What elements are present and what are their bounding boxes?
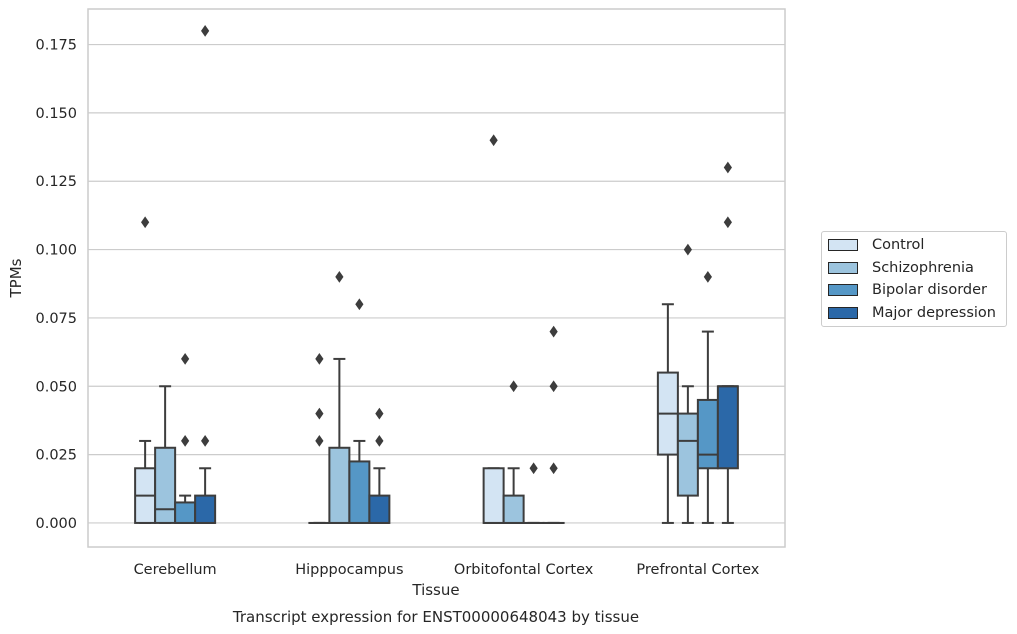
legend-item-schizophrenia: Schizophrenia bbox=[828, 258, 974, 278]
legend-label: Major depression bbox=[872, 305, 996, 321]
box-body bbox=[194, 494, 217, 524]
x-tick-label: Prefrontal Cortex bbox=[636, 562, 759, 578]
outlier-point bbox=[549, 380, 558, 393]
legend-item-major-depression: Major depression bbox=[828, 303, 996, 323]
y-tick-label: 0.175 bbox=[35, 38, 77, 54]
legend: Control Schizophrenia Bipolar disorder M… bbox=[821, 231, 1007, 327]
outlier-point bbox=[509, 380, 518, 393]
box-2-3 bbox=[696, 271, 719, 524]
outlier-point bbox=[549, 325, 558, 338]
box-3-1 bbox=[368, 407, 391, 524]
legend-swatch bbox=[828, 239, 858, 251]
legend-item-control: Control bbox=[828, 235, 924, 255]
y-tick-labels: 0.000 0.025 0.050 0.075 0.100 0.125 0.150 0.175 bbox=[35, 38, 77, 532]
legend-label: Control bbox=[872, 237, 925, 253]
box-1-1 bbox=[328, 271, 351, 524]
boxes bbox=[134, 24, 739, 524]
outlier-point bbox=[201, 24, 210, 37]
y-tick-label: 0.125 bbox=[35, 174, 77, 190]
y-axis-label: TPMs bbox=[7, 258, 25, 298]
legend-swatch bbox=[828, 262, 858, 274]
box-body bbox=[696, 398, 719, 470]
outlier-point bbox=[355, 298, 364, 311]
box-3-3 bbox=[716, 161, 739, 524]
outlier-point bbox=[335, 271, 344, 283]
y-tick-label: 0.150 bbox=[35, 106, 77, 122]
x-tick-label: Hipppocampus bbox=[295, 562, 403, 578]
box-body bbox=[716, 385, 739, 470]
y-tick-label: 0.075 bbox=[35, 311, 77, 327]
outlier-point bbox=[723, 161, 732, 174]
outlier-point bbox=[529, 462, 538, 475]
legend-swatch bbox=[828, 307, 858, 319]
box-3-0 bbox=[194, 24, 217, 524]
outlier-point bbox=[375, 435, 384, 447]
outlier-point bbox=[181, 353, 190, 365]
box-body bbox=[676, 412, 699, 497]
legend-swatch bbox=[828, 284, 858, 296]
box-body bbox=[368, 494, 391, 524]
y-tick-label: 0.025 bbox=[35, 448, 77, 464]
x-axis-label: Tissue bbox=[411, 581, 459, 599]
outlier-point bbox=[315, 435, 324, 447]
outlier-point bbox=[703, 271, 712, 283]
box-body bbox=[328, 446, 351, 524]
outlier-point bbox=[181, 435, 190, 447]
box-0-1 bbox=[308, 353, 331, 524]
box-3-2 bbox=[542, 325, 565, 524]
outlier-point bbox=[489, 134, 498, 147]
legend-label: Bipolar disorder bbox=[872, 282, 987, 298]
y-tick-label: 0.050 bbox=[35, 379, 77, 395]
box-body bbox=[482, 467, 505, 524]
outlier-point bbox=[549, 462, 558, 475]
outlier-point bbox=[723, 216, 732, 229]
box-2-1 bbox=[348, 298, 371, 524]
outlier-point bbox=[141, 216, 150, 229]
x-tick-label: Cerebellum bbox=[134, 562, 217, 578]
box-1-0 bbox=[154, 385, 177, 524]
box-body bbox=[154, 446, 177, 524]
box-body bbox=[174, 501, 197, 524]
box-1-2 bbox=[502, 380, 525, 524]
box-0-0 bbox=[134, 216, 157, 524]
outlier-point bbox=[315, 353, 324, 365]
outlier-point bbox=[375, 407, 384, 420]
outlier-point bbox=[201, 435, 210, 447]
box-1-3 bbox=[676, 243, 699, 524]
chart-caption: Transcript expression for ENST0000064804… bbox=[232, 608, 639, 626]
box-body bbox=[502, 494, 525, 524]
x-tick-labels: Cerebellum Hipppocampus Orbitofontal Corte… bbox=[134, 562, 760, 578]
box-0-2 bbox=[482, 134, 505, 524]
x-tick-label: Orbitofontal Cortex bbox=[454, 562, 594, 578]
legend-item-bipolar-disorder: Bipolar disorder bbox=[828, 280, 987, 300]
box-body bbox=[348, 460, 371, 524]
outlier-point bbox=[683, 243, 692, 256]
y-tick-label: 0.000 bbox=[35, 516, 77, 532]
legend-label: Schizophrenia bbox=[872, 260, 974, 276]
y-tick-label: 0.100 bbox=[35, 243, 77, 259]
outlier-point bbox=[315, 407, 324, 420]
